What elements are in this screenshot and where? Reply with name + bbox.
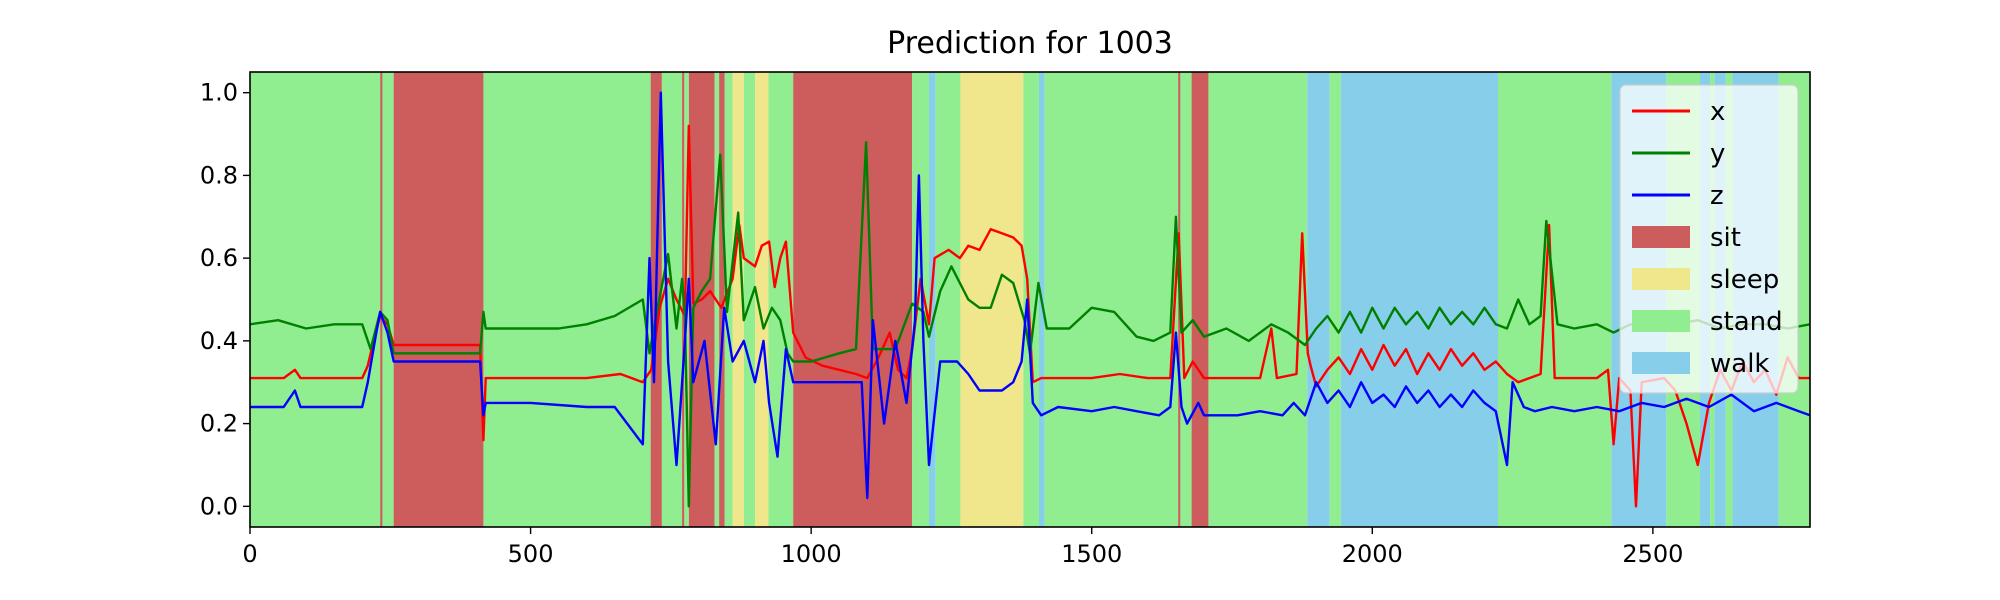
activity-segment-walk xyxy=(1340,72,1498,527)
x-tick-label: 0 xyxy=(242,540,257,568)
activity-segment-stand xyxy=(743,72,756,527)
series-line-z xyxy=(250,91,1810,500)
activity-segment-sit xyxy=(1191,72,1209,527)
x-tick-label: 1000 xyxy=(781,540,842,568)
activity-segment-sit xyxy=(380,72,383,527)
activity-segment-sleep xyxy=(960,72,1024,527)
legend-label-y: y xyxy=(1710,139,1725,169)
y-tick-label: 1.0 xyxy=(200,79,238,107)
series-line-y xyxy=(250,141,1810,508)
axes: 0 500 1000 1500 2000 2500 0.0 0.2 0.4 0.6 0.8 1.0 xyxy=(200,79,1684,568)
legend-label-walk: walk xyxy=(1710,349,1769,379)
activity-segment-sleep xyxy=(755,72,769,527)
legend-swatch-walk xyxy=(1632,352,1690,374)
activity-segment-sit xyxy=(719,72,725,527)
chart-title: Prediction for 1003 xyxy=(887,26,1173,61)
activity-segment-stand xyxy=(1329,72,1341,527)
legend-label-sleep: sleep xyxy=(1710,265,1779,295)
legend-label-z: z xyxy=(1710,181,1724,211)
y-tick-label: 0.2 xyxy=(200,410,238,438)
activity-background xyxy=(250,72,1810,527)
activity-segment-stand xyxy=(1044,72,1179,527)
x-tick-label: 2000 xyxy=(1342,540,1403,568)
legend-swatch-sleep xyxy=(1632,268,1690,290)
legend-label-stand: stand xyxy=(1710,307,1783,337)
legend-swatch-sit xyxy=(1632,226,1690,248)
y-tick-label: 0.4 xyxy=(200,327,238,355)
x-tick-label: 500 xyxy=(508,540,554,568)
plot-frame xyxy=(249,71,1811,528)
series-lines xyxy=(250,91,1810,508)
activity-segment-sit xyxy=(393,72,484,527)
activity-segment-stand xyxy=(1208,72,1308,527)
activity-segment-sit xyxy=(793,72,913,527)
legend-swatch-stand xyxy=(1632,310,1690,332)
activity-segment-stand xyxy=(912,72,929,527)
activity-segment-stand xyxy=(935,72,961,527)
activity-segment-walk xyxy=(1307,72,1330,527)
activity-segment-stand xyxy=(250,72,381,527)
legend-label-sit: sit xyxy=(1710,223,1741,253)
activity-segment-walk xyxy=(928,72,936,527)
activity-segment-stand xyxy=(661,72,683,527)
activity-segment-stand xyxy=(483,72,651,527)
activity-segment-sleep xyxy=(732,72,744,527)
y-tick-label: 0.8 xyxy=(200,161,238,189)
activity-segment-stand xyxy=(1180,72,1192,527)
activity-segment-stand xyxy=(382,72,394,527)
x-tick-label: 2500 xyxy=(1622,540,1683,568)
legend-label-x: x xyxy=(1710,97,1725,127)
y-tick-label: 0.6 xyxy=(200,244,238,272)
activity-segment-stand xyxy=(768,72,794,527)
activity-segment-stand xyxy=(1023,72,1039,527)
x-tick-label: 1500 xyxy=(1061,540,1122,568)
legend: xyz sit sleep stand walk xyxy=(1619,84,1799,394)
y-tick-label: 0.0 xyxy=(200,492,238,520)
